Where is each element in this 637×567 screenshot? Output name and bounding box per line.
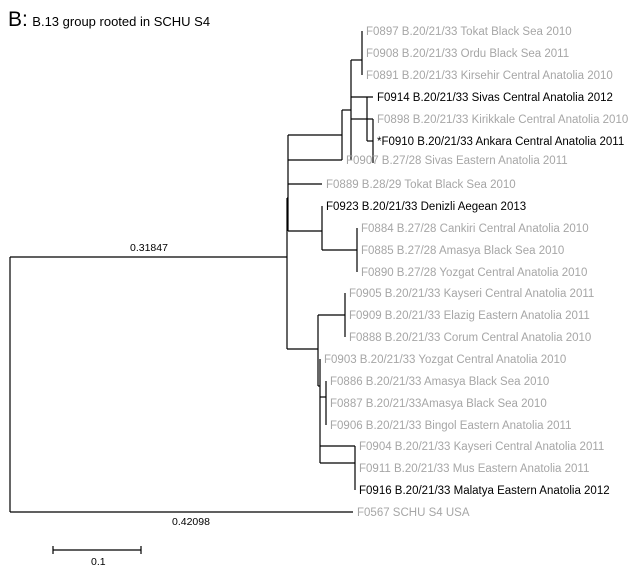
panel-letter: B: [8, 8, 28, 31]
leaf-label: F0887 B.20/21/33Amasya Black Sea 2010 [330, 398, 547, 410]
leaf-label: F0905 B.20/21/33 Kayseri Central Anatoli… [349, 288, 594, 300]
leaf-label: F0885 B.27/28 Amasya Black Sea 2010 [361, 245, 564, 257]
leaf-labels: F0897 B.20/21/33 Tokat Black Sea 2010 F09… [324, 26, 628, 519]
ingroup-branch-length: 0.31847 [130, 242, 168, 254]
leaf-label: F0903 B.20/21/33 Yozgat Central Anatolia… [324, 354, 566, 366]
tip-branches [288, 96, 373, 447]
leaf-label: F0906 B.20/21/33 Bingol Eastern Anatolia… [330, 420, 571, 432]
leaf-label: F0908 B.20/21/33 Ordu Black Sea 2011 [366, 48, 569, 60]
outgroup-branch-length: 0.42098 [172, 516, 210, 528]
leaf-label: F0897 B.20/21/33 Tokat Black Sea 2010 [366, 26, 572, 38]
leaf-label: F0884 B.27/28 Cankiri Central Anatolia 2… [361, 223, 589, 235]
leaf-label: F0886 B.20/21/33 Amasya Black Sea 2010 [330, 376, 549, 388]
leaf-label: F0916 B.20/21/33 Malatya Eastern Anatoli… [359, 485, 610, 497]
leaf-label: F0888 B.20/21/33 Corum Central Anatolia … [349, 332, 591, 344]
leaf-label: F0898 B.20/21/33 Kirikkale Central Anato… [377, 114, 628, 126]
figure-subtitle: B.13 group rooted in SCHU S4 [32, 14, 211, 29]
scale-bar-label: 0.1 [91, 556, 106, 567]
tree-branches [9, 31, 374, 513]
leaf-label: F0911 B.20/21/33 Mus Eastern Anatolia 20… [359, 463, 589, 475]
leaf-label: F0891 B.20/21/33 Kirsehir Central Anatol… [366, 70, 613, 82]
leaf-label: F0904 B.20/21/33 Kayseri Central Anatoli… [359, 441, 604, 453]
leaf-label: F0907 B.27/28 Sivas Eastern Anatolia 201… [346, 155, 568, 167]
figure-title: B: B.13 group rooted in SCHU S4 [8, 8, 210, 32]
scale-bar: 0.1 [52, 546, 142, 567]
leaf-label: *F0910 B.20/21/33 Ankara Central Anatoli… [377, 136, 624, 148]
leaf-label: F0890 B.27/28 Yozgat Central Anatolia 20… [361, 267, 587, 279]
leaf-label: F0909 B.20/21/33 Elazig Eastern Anatolia… [349, 310, 590, 322]
leaf-label: F0914 B.20/21/33 Sivas Central Anatolia … [377, 92, 613, 104]
leaf-label: F0923 B.20/21/33 Denizli Aegean 2013 [326, 201, 526, 213]
leaf-label: F0567 SCHU S4 USA [357, 507, 470, 519]
leaf-label: F0889 B.28/29 Tokat Black Sea 2010 [326, 179, 516, 191]
